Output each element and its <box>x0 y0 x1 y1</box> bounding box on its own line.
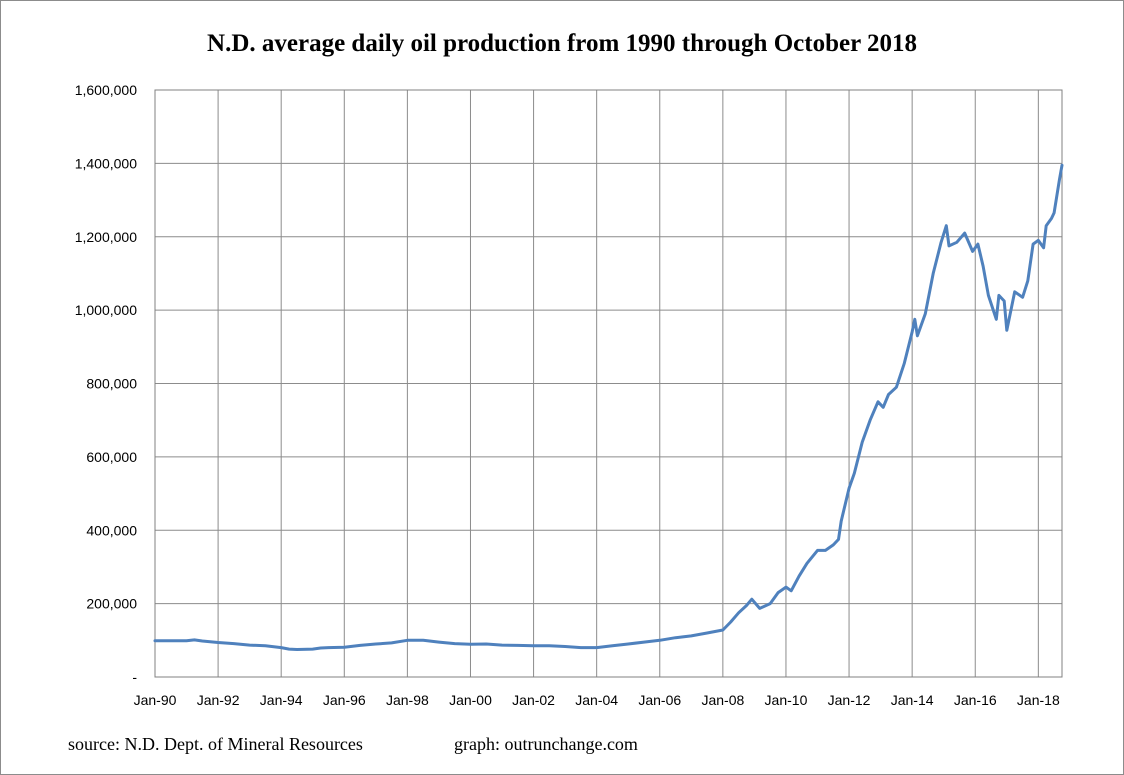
y-tick-label: 1,400,000 <box>75 155 137 171</box>
y-tick-label: 1,600,000 <box>75 82 137 98</box>
plot-area-border <box>154 89 1063 678</box>
chart-title: N.D. average daily oil production from 1… <box>207 30 917 57</box>
x-tick-label: Jan-00 <box>449 692 492 708</box>
x-tick-label: Jan-94 <box>260 692 303 708</box>
y-tick-label: - <box>132 669 137 685</box>
y-tick-label: 800,000 <box>86 376 137 392</box>
x-tick-label: Jan-10 <box>765 692 808 708</box>
y-tick-label: 600,000 <box>86 449 137 465</box>
series-layer <box>153 163 1064 651</box>
x-tick-label: Jan-06 <box>638 692 681 708</box>
graph-credit: graph: outrunchange.com <box>454 734 638 754</box>
production-line <box>153 163 1064 651</box>
y-tick-label: 1,000,000 <box>75 302 137 318</box>
x-tick-label: Jan-18 <box>1017 692 1060 708</box>
grid <box>155 89 1062 677</box>
x-tick-label: Jan-16 <box>954 692 997 708</box>
x-tick-label: Jan-08 <box>701 692 744 708</box>
x-tick-label: Jan-96 <box>323 692 366 708</box>
y-tick-label: 200,000 <box>86 596 137 612</box>
y-tick-label: 400,000 <box>86 522 137 538</box>
y-tick-label: 1,200,000 <box>75 229 137 245</box>
x-axis-labels: Jan-90 Jan-92 Jan-94 Jan-96 Jan-98 Jan-00 Jan-… <box>134 692 1060 708</box>
x-tick-label: Jan-04 <box>575 692 618 708</box>
x-tick-label: Jan-92 <box>197 692 240 708</box>
x-tick-label: Jan-90 <box>134 692 177 708</box>
x-tick-label: Jan-12 <box>828 692 871 708</box>
y-axis-labels: - 200,000 400,000 600,000 800,000 1,000,000 1,… <box>75 82 138 685</box>
x-tick-label: Jan-02 <box>512 692 555 708</box>
x-tick-label: Jan-14 <box>891 692 934 708</box>
x-tick-label: Jan-98 <box>386 692 429 708</box>
source-note: source: N.D. Dept. of Mineral Resources <box>68 734 363 754</box>
